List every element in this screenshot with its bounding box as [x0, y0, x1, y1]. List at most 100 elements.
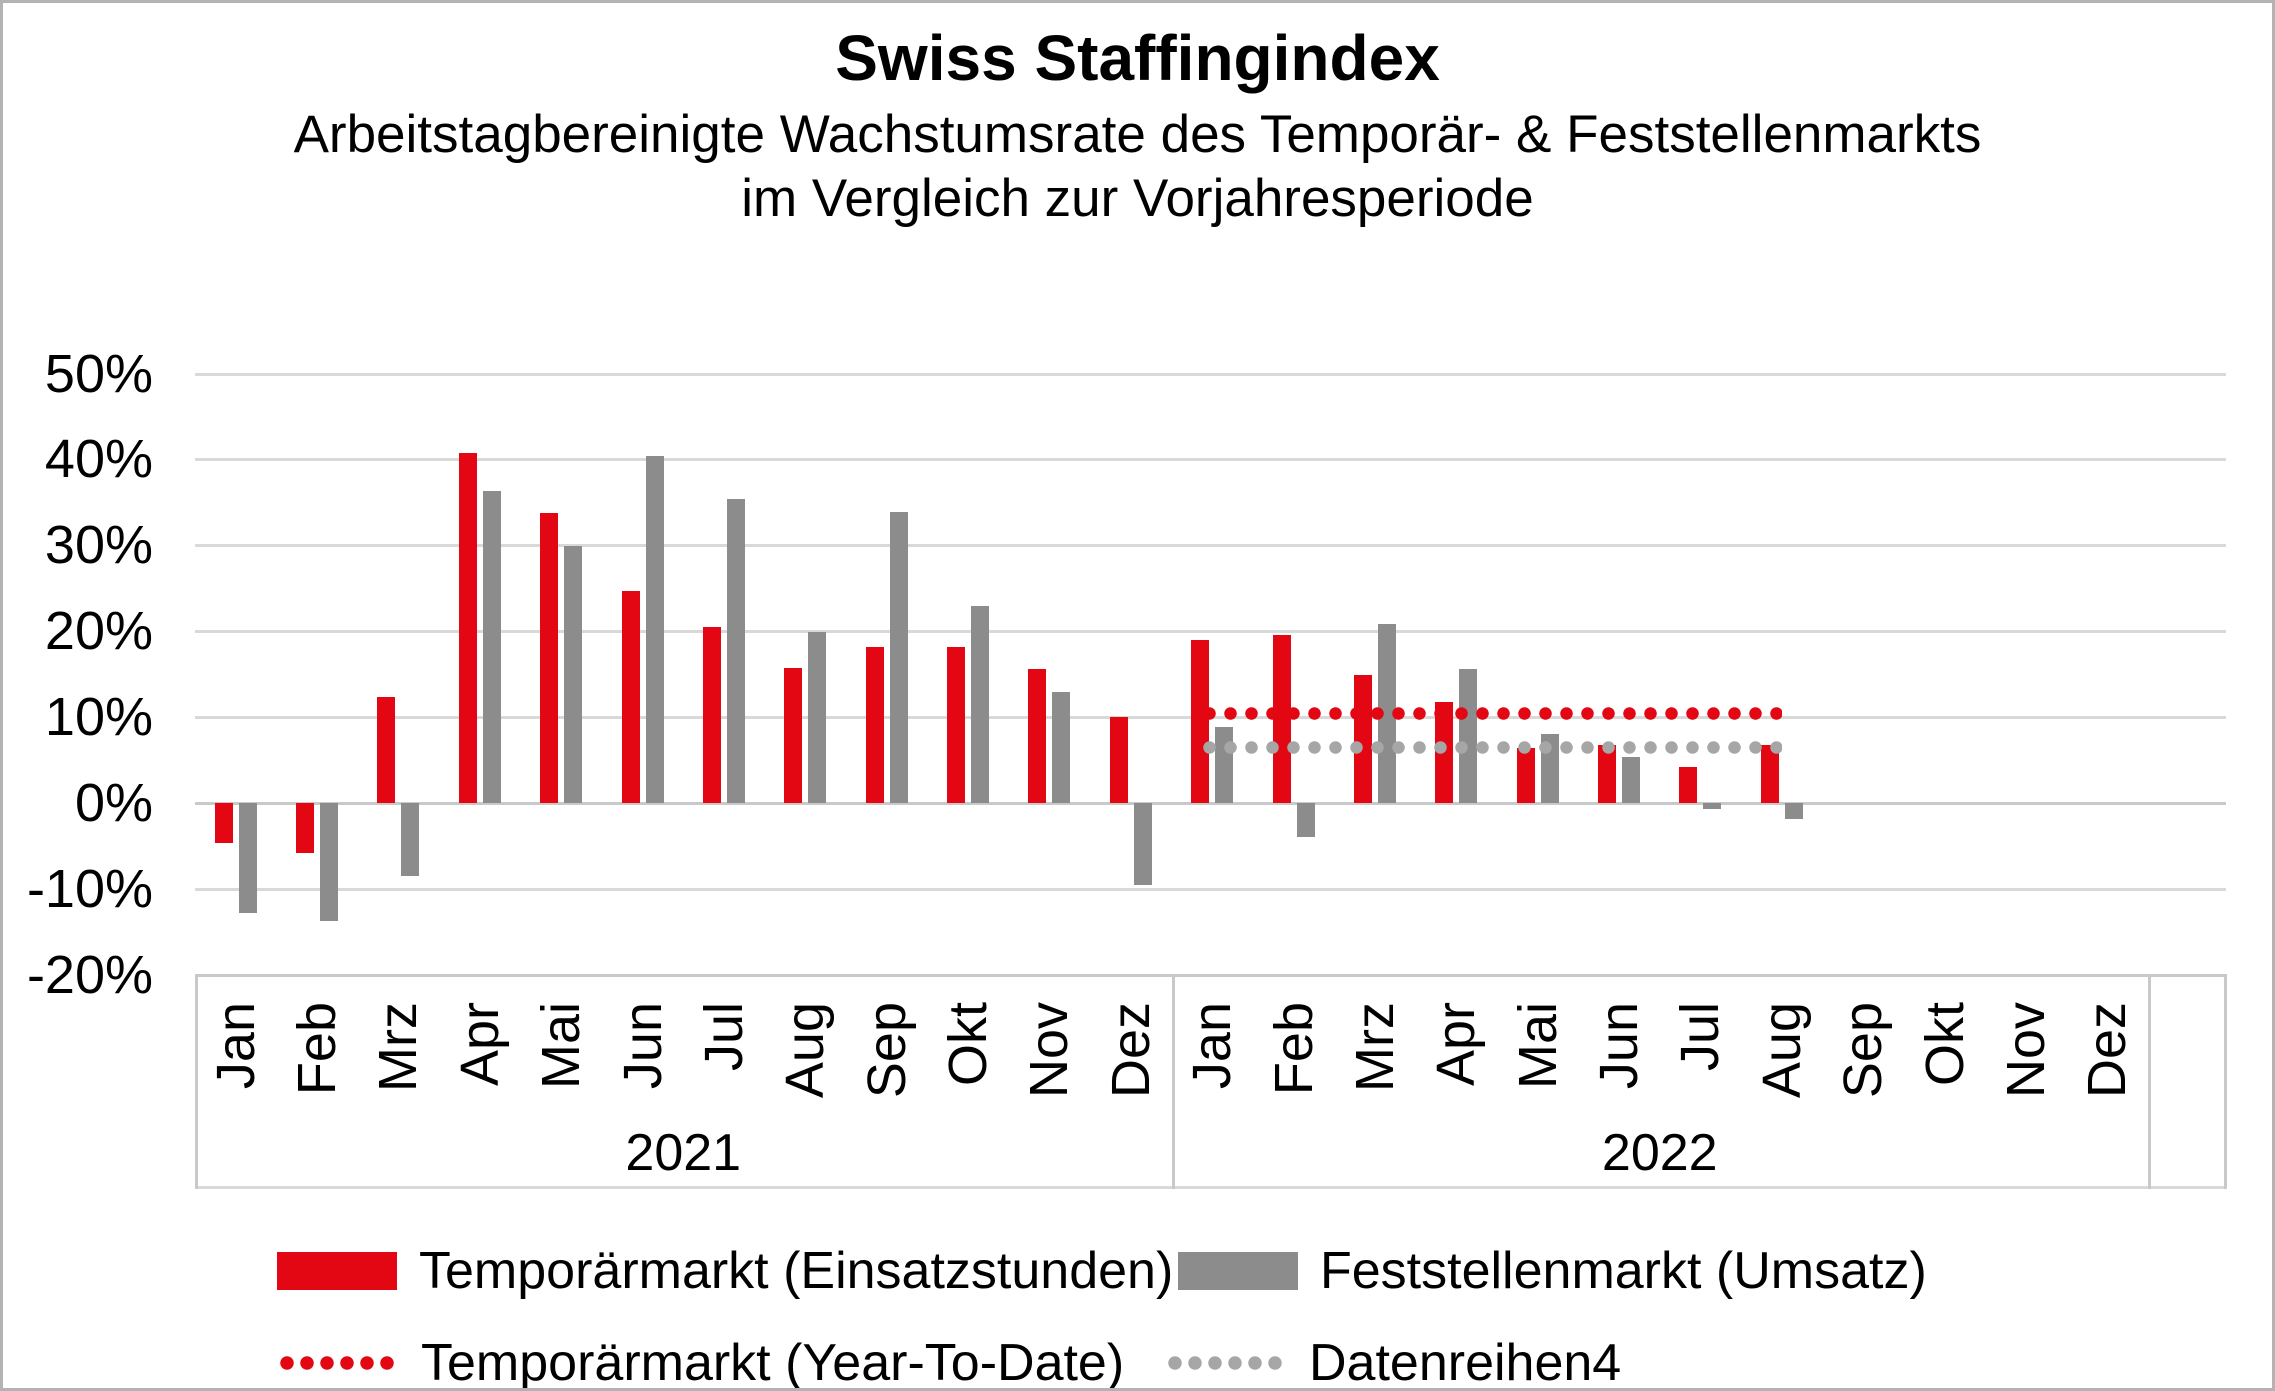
chart-subtitle: Arbeitstagbereinigte Wachstumsrate des T… — [3, 103, 2272, 231]
bar-temporaermarkt-2021-Jul — [702, 626, 721, 803]
month-label-2022-Aug: Aug — [1751, 1002, 1812, 1099]
bar-feststellenmarkt-2021-Mai — [564, 546, 583, 803]
month-label-2021-Aug: Aug — [775, 1002, 836, 1099]
bar-feststellenmarkt-2021-Dez — [1133, 803, 1152, 885]
y-axis-tick-label: -10% — [26, 858, 153, 919]
bar-temporaermarkt-2022-Mrz — [1353, 675, 1372, 803]
bar-temporaermarkt-2021-Okt — [947, 646, 966, 803]
month-label-2021-Sep: Sep — [856, 1002, 917, 1099]
bar-feststellenmarkt-2022-Aug — [1784, 803, 1803, 820]
month-label-2022-Mrz: Mrz — [1344, 1002, 1405, 1092]
bar-feststellenmarkt-2022-Jul — [1703, 803, 1722, 809]
chart-plot-area: 50% 40% 30% 20% 10% 0% -10% -20% Jan Feb Mrz Apr Mai… — [3, 3, 2272, 1388]
bar-feststellenmarkt-2021-Nov — [1052, 692, 1071, 803]
legend-label: Temporärmarkt (Year-To-Date) — [421, 1334, 1125, 1391]
month-label-2021-Mai: Mai — [531, 1002, 592, 1090]
bar-temporaermarkt-2021-Nov — [1028, 668, 1047, 803]
y-axis-tick-label: 0% — [74, 773, 153, 833]
gridline — [195, 544, 2226, 548]
bar-feststellenmarkt-2021-Apr — [482, 491, 501, 803]
chart-title: Swiss Staffingindex — [835, 22, 1440, 94]
bar-temporaermarkt-2022-Mai — [1516, 748, 1535, 803]
month-label-2022-Jan: Jan — [1182, 1002, 1243, 1090]
bar-feststellenmarkt-2021-Jun — [645, 455, 664, 803]
legend-swatch-gray-bar — [1178, 1252, 1298, 1290]
bar-temporaermarkt-2021-Feb — [296, 803, 315, 853]
bar-temporaermarkt-2021-Dez — [1109, 717, 1128, 803]
month-label-2021-Mrz: Mrz — [368, 1002, 429, 1092]
bar-temporaermarkt-2021-Apr — [458, 453, 477, 803]
legend-swatch-red-dotted — [277, 1356, 399, 1370]
month-label-2022-Jun: Jun — [1589, 1002, 1650, 1090]
bar-temporaermarkt-2021-Jun — [621, 590, 640, 803]
year-label-2022: 2022 — [1601, 1124, 1718, 1182]
month-label-2021-Apr: Apr — [449, 1002, 510, 1087]
y-axis-tick-label: -20% — [26, 944, 153, 1005]
chart-subtitle-line1: Arbeitstagbereinigte Wachstumsrate des T… — [293, 105, 1982, 164]
category-band-divider — [1171, 974, 1175, 1189]
month-label-2022-Jul: Jul — [1670, 1002, 1731, 1072]
bar-feststellenmarkt-2021-Sep — [889, 511, 908, 803]
bar-feststellenmarkt-2021-Okt — [971, 606, 990, 803]
month-label-2021-Feb: Feb — [287, 1002, 348, 1096]
chart-subtitle-line2: im Vergleich zur Vorjahresperiode — [741, 169, 1534, 228]
category-band-divider — [2148, 974, 2151, 1189]
bar-temporaermarkt-2022-Jun — [1598, 744, 1617, 803]
legend-item-feststellenmarkt-umsatz: Feststellenmarkt (Umsatz) — [1178, 1241, 1927, 1301]
bar-feststellenmarkt-2022-Jan — [1215, 727, 1234, 803]
category-band-divider — [2224, 974, 2227, 1189]
month-label-2022-Okt: Okt — [1914, 1002, 1975, 1087]
year-label-2021: 2021 — [625, 1124, 742, 1182]
month-label-2021-Jan: Jan — [205, 1002, 266, 1090]
gridline — [195, 372, 2226, 376]
zero-gridline — [195, 802, 2226, 805]
bar-temporaermarkt-2021-Sep — [865, 646, 884, 803]
month-label-2021-Dez: Dez — [1100, 1002, 1161, 1099]
month-label-2022-Dez: Dez — [2077, 1002, 2138, 1099]
legend-item-temporaermarkt-ytd: Temporärmarkt (Year-To-Date) — [277, 1333, 1125, 1391]
bar-temporaermarkt-2022-Jan — [1191, 639, 1210, 803]
month-label-2021-Jul: Jul — [693, 1002, 754, 1072]
gridline — [195, 458, 2226, 462]
legend-swatch-gray-dotted — [1165, 1356, 1287, 1370]
bar-temporaermarkt-2021-Jan — [214, 803, 233, 844]
y-axis-tick-label: 20% — [44, 601, 153, 662]
category-band-top-border — [195, 974, 2226, 977]
y-axis-tick-label: 10% — [44, 687, 153, 748]
bar-feststellenmarkt-2021-Feb — [320, 803, 339, 921]
month-label-2022-Sep: Sep — [1833, 1002, 1894, 1099]
bar-feststellenmarkt-2021-Jul — [726, 498, 745, 803]
month-label-2022-Mai: Mai — [1507, 1002, 1568, 1090]
y-axis-tick-label: 30% — [44, 515, 153, 576]
month-label-2022-Feb: Feb — [1263, 1002, 1324, 1096]
y-axis-tick-label: 50% — [44, 343, 153, 404]
category-band-divider — [195, 974, 198, 1189]
bar-temporaermarkt-2022-Aug — [1760, 744, 1779, 803]
bar-feststellenmarkt-2021-Jan — [238, 803, 257, 913]
ytd-dotted-line — [1199, 707, 1782, 721]
bar-feststellenmarkt-2021-Mrz — [401, 803, 420, 876]
month-label-2022-Nov: Nov — [1995, 1002, 2056, 1099]
gridline — [195, 630, 2226, 634]
category-band-bottom-border — [195, 1186, 2226, 1189]
legend-label: Temporärmarkt (Einsatzstunden) — [419, 1242, 1174, 1300]
bar-temporaermarkt-2021-Mrz — [377, 697, 396, 803]
bar-feststellenmarkt-2021-Aug — [808, 632, 827, 803]
bar-temporaermarkt-2021-Mai — [540, 512, 559, 803]
month-label-2021-Jun: Jun — [612, 1002, 673, 1090]
legend-item-datenreihen4: Datenreihen4 — [1165, 1333, 1622, 1391]
bar-feststellenmarkt-2022-Jun — [1622, 756, 1641, 803]
bar-temporaermarkt-2022-Jul — [1679, 766, 1698, 803]
legend-swatch-red-bar — [277, 1252, 397, 1290]
legend-label: Datenreihen4 — [1309, 1334, 1622, 1391]
legend-label: Feststellenmarkt (Umsatz) — [1320, 1242, 1927, 1300]
gridline — [195, 887, 2226, 891]
month-label-2021-Okt: Okt — [938, 1002, 999, 1087]
bar-feststellenmarkt-2022-Apr — [1459, 668, 1478, 803]
month-label-2021-Nov: Nov — [1019, 1002, 1080, 1099]
legend-item-temporaermarkt-einsatzstunden: Temporärmarkt (Einsatzstunden) — [277, 1241, 1173, 1301]
y-axis-tick-label: 40% — [44, 429, 153, 490]
bar-temporaermarkt-2021-Aug — [784, 668, 803, 803]
month-label-2022-Apr: Apr — [1426, 1002, 1487, 1087]
